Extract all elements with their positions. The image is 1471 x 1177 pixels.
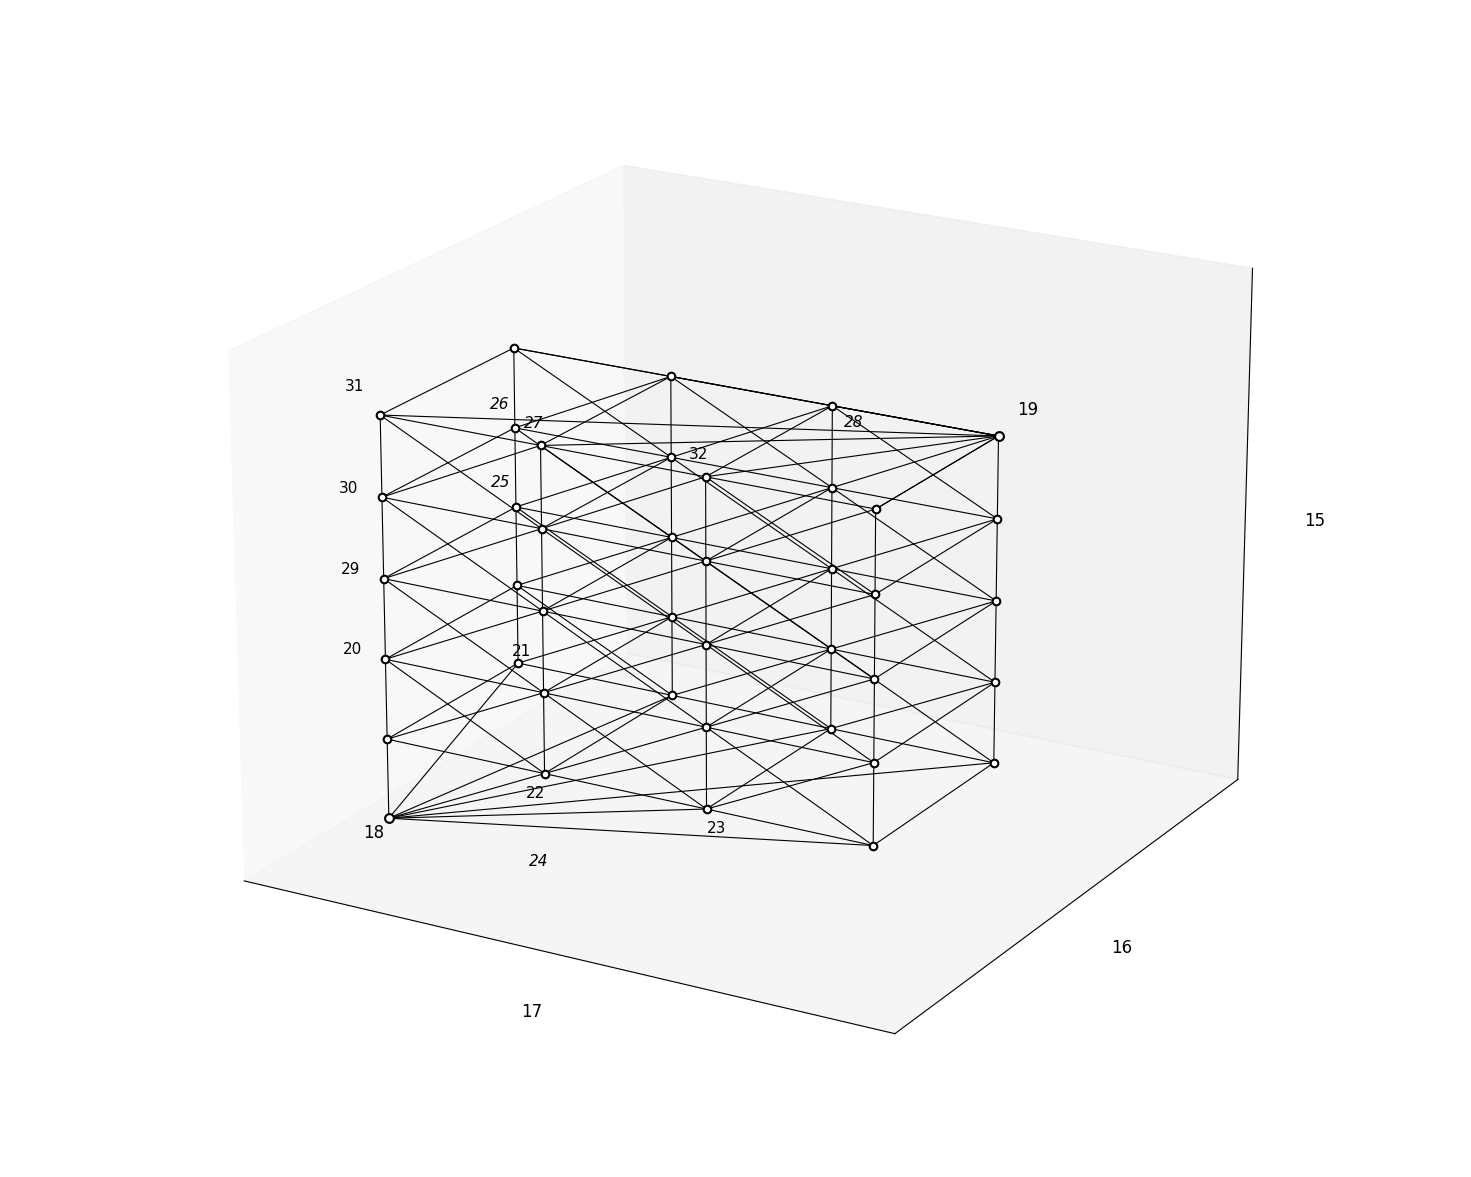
Y-axis label: 16: 16 — [1112, 939, 1133, 957]
X-axis label: 17: 17 — [521, 1003, 543, 1022]
